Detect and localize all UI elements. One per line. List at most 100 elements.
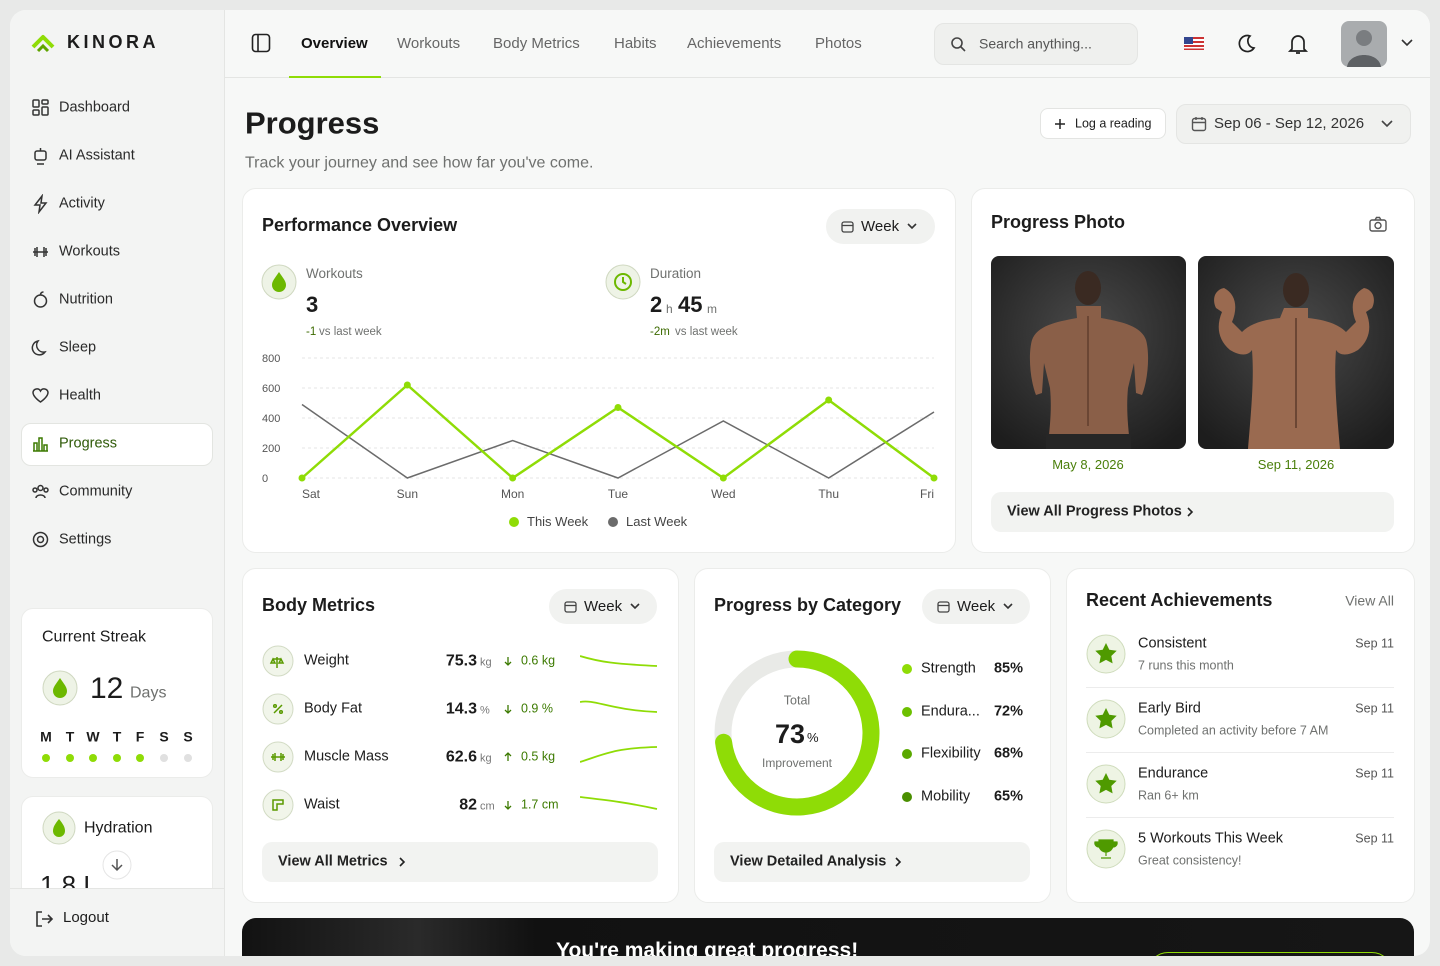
theme-toggle[interactable] [1235,33,1257,55]
body-metrics-title: Body Metrics [262,595,376,616]
day-letter: S [159,728,169,745]
menu-icon [31,339,47,356]
achievement-icon [1086,764,1126,804]
nav-tab[interactable]: Achievements [687,35,782,52]
category-dot [902,792,912,803]
photos-link: View All Progress Photos [1007,503,1182,520]
performance-card [242,188,956,553]
day-dot [113,754,121,762]
menu-item[interactable]: Community [59,483,133,500]
day-letter: W [86,728,100,745]
nav-tab[interactable]: Workouts [397,35,461,52]
metrics-link-button[interactable] [262,842,658,882]
streak-title: Current Streak [42,628,147,646]
menu-item[interactable]: Health [59,387,101,404]
camera-icon[interactable] [1369,216,1387,232]
workouts-label: Workouts [306,265,363,281]
plus-icon [1055,119,1065,129]
search-placeholder: Search anything... [979,35,1092,52]
achievement-desc: 7 runs this month [1138,658,1234,673]
sparkline [580,796,658,810]
menu-item[interactable]: Workouts [59,243,120,260]
achievement-desc: Completed an activity before 7 AM [1138,723,1329,738]
notifications[interactable] [1287,32,1309,56]
menu-item[interactable]: Nutrition [59,291,113,308]
trend-arrow [504,801,512,810]
menu-item[interactable]: Sleep [59,339,97,356]
metric-name: Weight [304,652,349,669]
menu-item[interactable]: Activity [59,195,105,212]
sparkline [580,746,658,763]
avatar[interactable] [1341,21,1387,67]
donut [714,650,880,816]
calendar-icon [937,601,950,613]
progress-photo[interactable] [991,256,1186,449]
sidebar-toggle[interactable] [251,33,271,53]
workouts-change-text: vs last week [319,326,382,339]
category-name: Mobility [921,788,971,805]
menu-item[interactable]: AI Assistant [59,147,135,164]
hydration-value: 1.8 L [40,870,98,888]
sidebar-footer [10,888,224,956]
brand: KINORA [67,32,159,53]
achievements-view-all[interactable]: View All [1345,592,1394,609]
menu-icon [34,148,47,165]
metric-unit: cm [480,800,495,813]
duration-hours-unit: h [666,301,673,316]
period-label: Week [584,598,623,615]
flag[interactable] [1184,37,1204,50]
metric-change: 0.5 kg [521,749,556,764]
donut-label: Total [783,693,811,708]
achievement-icon [1086,634,1126,674]
trend-arrow [504,657,512,666]
metric-icon [262,789,294,821]
donut-arc [715,650,880,816]
metric-icon [262,645,294,677]
progress-photo[interactable] [1198,256,1394,449]
nav-tab[interactable]: Body Metrics [493,35,580,52]
achievement-date: Sep 11 [1355,701,1394,716]
donut-caption: Improvement [761,755,833,770]
category-link-button[interactable] [714,842,1030,882]
body-metrics-period[interactable] [549,589,657,624]
search-icon [951,37,966,52]
menu-item[interactable]: Progress [59,435,118,452]
nav-tab[interactable]: Overview [301,35,368,52]
donut-unit: % [807,730,819,746]
metric-name: Body Fat [304,700,363,717]
performance-period[interactable] [826,209,935,244]
menu-icon [32,531,49,548]
duration-label: Duration [650,265,702,281]
trend-arrow [504,752,512,761]
duration-change-text: vs last week [675,326,738,339]
logout[interactable]: Logout [63,909,109,926]
category-dot [902,749,912,760]
achievement-date: Sep 11 [1355,636,1394,651]
period-label: Week [861,218,900,235]
date-picker[interactable] [1176,104,1411,144]
day-letter: T [65,728,75,745]
search-box[interactable] [934,23,1138,65]
profile-menu[interactable] [1400,38,1414,48]
achievement-icon [1086,829,1126,869]
category-period[interactable] [922,589,1030,624]
scroll-down[interactable] [101,849,133,881]
menu-item[interactable]: Dashboard [59,99,130,116]
menu-icon [33,194,48,214]
menu-item[interactable]: Settings [59,531,112,548]
logout-icon [36,911,54,927]
streak-value: 12 [90,672,124,705]
day-letter: M [40,728,52,745]
metric-unit: kg [480,752,492,765]
menu-icon [32,484,49,499]
topbar [225,10,1430,78]
nav-tab[interactable]: Photos [815,35,862,52]
metric-value: 62.6 [445,748,477,766]
active-tab-underline [289,76,381,78]
photo-date: May 8, 2026 [1052,457,1124,473]
hydration-value-clip: 1.8 L [40,866,200,888]
nav-tab[interactable]: Habits [614,35,657,52]
streak-unit: Days [130,684,167,702]
achievement-desc: Ran 6+ km [1138,788,1199,803]
